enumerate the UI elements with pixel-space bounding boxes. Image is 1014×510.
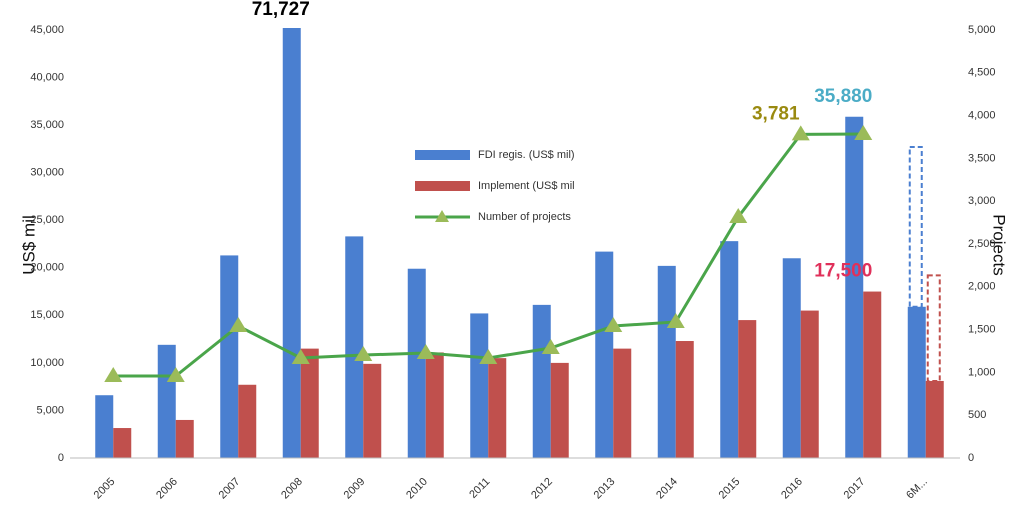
marker	[229, 317, 248, 333]
bar	[425, 352, 444, 458]
legend-label: FDI regis. (US$ mil)	[478, 149, 575, 161]
x-tick-label: 2015	[717, 476, 743, 502]
legend-marker	[435, 210, 449, 222]
y2-tick-label: 2,000	[968, 281, 996, 293]
bar	[550, 362, 569, 458]
y-tick-label: 25,000	[30, 214, 64, 226]
x-tick-label: 2017	[842, 476, 868, 502]
bar	[113, 428, 132, 458]
x-tick-label: 2006	[154, 476, 180, 502]
y2-tick-label: 1,500	[968, 324, 996, 336]
plot-area	[95, 28, 944, 459]
y-tick-label: 35,000	[30, 119, 64, 131]
legend-label: Number of projects	[478, 211, 571, 223]
marker	[291, 349, 310, 365]
x-tick-label: 2009	[342, 476, 368, 502]
bar	[363, 363, 382, 458]
marker	[854, 125, 873, 141]
bar	[782, 258, 801, 458]
y2-tick-label: 0	[968, 452, 974, 464]
x-tick-label: 2016	[779, 476, 805, 502]
projected-bar	[926, 274, 941, 382]
bar	[800, 310, 819, 458]
marker	[416, 343, 435, 359]
x-tick-label: 2013	[592, 476, 618, 502]
marker	[666, 312, 685, 328]
bar	[675, 341, 694, 458]
bar	[175, 419, 194, 458]
y-tick-label: 30,000	[30, 167, 64, 179]
y2-tick-label: 2,500	[968, 238, 996, 250]
y2-tick-label: 4,500	[968, 67, 996, 79]
marker	[479, 349, 498, 365]
marker	[104, 366, 123, 382]
data-label: 3,781	[752, 103, 800, 124]
x-tick-label: 2014	[654, 476, 680, 502]
marker	[354, 346, 373, 362]
bar	[907, 306, 926, 458]
bar	[238, 384, 257, 458]
bar	[738, 320, 757, 458]
y-tick-label: 0	[58, 452, 64, 464]
y2-tick-label: 3,500	[968, 152, 996, 164]
bar	[595, 251, 614, 458]
marker	[729, 207, 748, 223]
legend-swatch	[415, 150, 470, 160]
bar	[613, 348, 632, 458]
marker	[791, 125, 810, 141]
bar	[300, 348, 319, 458]
bar	[157, 344, 176, 458]
y2-tick-label: 500	[968, 409, 986, 421]
bar	[220, 255, 239, 458]
x-tick-label: 2007	[217, 476, 243, 502]
bar	[95, 395, 114, 458]
y-tick-label: 45,000	[30, 24, 64, 36]
x-tick-label: 2010	[404, 476, 430, 502]
bar	[488, 358, 507, 458]
marker	[166, 366, 185, 382]
y2-tick-label: 1,000	[968, 366, 996, 378]
legend-label: Implement (US$ mil	[478, 180, 575, 192]
data-label: 17,500	[814, 261, 872, 282]
data-label: 35,880	[814, 86, 872, 107]
legend-swatch	[415, 181, 470, 191]
bar	[863, 291, 882, 458]
y2-tick-label: 5,000	[968, 24, 996, 36]
bar	[407, 268, 426, 458]
data-label: 71,727	[252, 0, 310, 20]
bar	[345, 236, 364, 458]
bar	[720, 241, 739, 458]
x-tick-label: 2011	[467, 476, 492, 501]
bar	[470, 313, 489, 458]
x-tick-label: 2012	[529, 476, 555, 502]
y2-tick-label: 4,000	[968, 110, 996, 122]
bar	[845, 116, 864, 458]
projected-bar	[908, 145, 923, 308]
y-tick-label: 15,000	[30, 309, 64, 321]
x-tick-label: 2008	[279, 476, 305, 502]
marker	[541, 339, 560, 355]
x-tick-label: 2005	[92, 476, 118, 502]
y-tick-label: 40,000	[30, 71, 64, 83]
bar	[657, 265, 676, 458]
y-tick-label: 10,000	[30, 357, 64, 369]
y-axis-label: US$ mil	[19, 215, 38, 275]
y2-tick-label: 3,000	[968, 195, 996, 207]
x-tick-label: 6M...	[904, 476, 930, 502]
y-tick-label: 20,000	[30, 262, 64, 274]
bar	[532, 304, 551, 458]
y-tick-label: 5,000	[36, 404, 64, 416]
y2-axis-label: Projects	[990, 214, 1009, 275]
marker	[604, 317, 623, 333]
bar	[282, 28, 301, 459]
bar	[925, 380, 944, 458]
